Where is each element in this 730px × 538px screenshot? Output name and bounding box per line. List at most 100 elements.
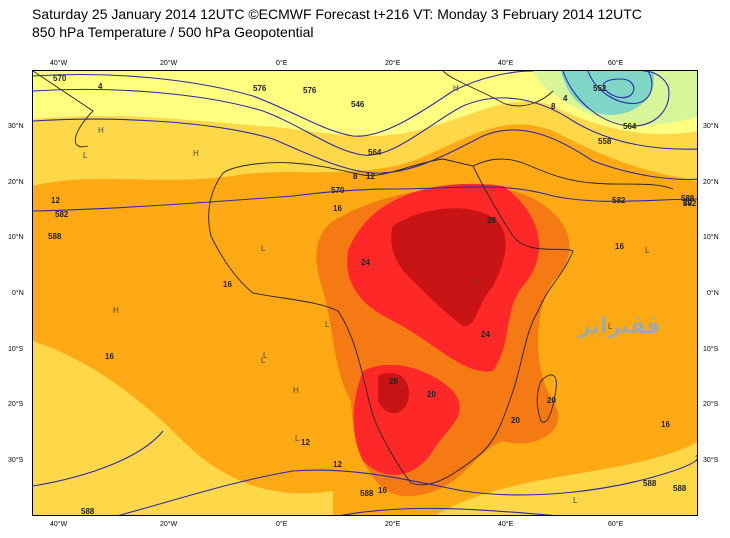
temperature-label: 12 xyxy=(333,460,342,469)
map-title: Saturday 25 January 2014 12UTC ©ECMWF Fo… xyxy=(32,6,642,22)
temperature-label: 28 xyxy=(389,377,398,386)
lon-label-bottom: 0°E xyxy=(276,521,288,528)
temperature-label: 16 xyxy=(378,486,387,495)
temperature-label: 20 xyxy=(547,396,556,405)
low-pressure-marker: L xyxy=(573,496,578,505)
lat-label-left: 10°S xyxy=(8,346,24,353)
temperature-label: 8 xyxy=(551,102,556,111)
lon-label-top: 20°W xyxy=(160,60,178,67)
geopotential-label: 582 xyxy=(55,210,69,219)
lon-label-bottom: 20°E xyxy=(385,521,401,528)
lat-label-left: 30°N xyxy=(8,123,24,130)
lat-label-right: 30°S xyxy=(703,457,719,464)
temperature-label: 16 xyxy=(333,204,342,213)
madagascar-coastline xyxy=(536,374,557,423)
temp-band-12-16-south xyxy=(33,341,333,515)
watermark-logo: ڤڤبرابر xyxy=(577,314,660,339)
lon-label-top: 20°E xyxy=(385,60,401,67)
contour-588-south-atlantic xyxy=(33,430,164,487)
high-pressure-marker: H xyxy=(453,84,459,93)
high-pressure-marker: H xyxy=(293,386,299,395)
temperature-label: 24 xyxy=(361,258,370,267)
low-pressure-marker: L xyxy=(325,320,330,329)
lat-label-right: 20°S xyxy=(703,401,719,408)
temperature-label: 12 xyxy=(51,196,60,205)
atlantic-coastline xyxy=(33,71,94,148)
lat-label-left: 10°N xyxy=(8,234,24,241)
lat-label-right: 20°N xyxy=(703,179,719,186)
temperature-label: 20 xyxy=(427,390,436,399)
contour-582 xyxy=(33,118,697,180)
mediterranean-coastline xyxy=(442,71,554,107)
low-pressure-marker: L xyxy=(645,246,650,255)
lon-label-bottom: 60°E xyxy=(608,521,624,528)
contour-558 xyxy=(587,71,653,104)
geopotential-label: 588 xyxy=(360,489,374,498)
lon-label-bottom: 40°W xyxy=(50,521,68,528)
temp-band-28-32-south xyxy=(378,372,409,414)
contour-564 xyxy=(562,71,670,127)
contour-570 xyxy=(33,71,534,137)
geopotential-label: 546 xyxy=(351,100,365,109)
low-pressure-marker: L xyxy=(261,244,266,253)
geopotential-label: 588 xyxy=(48,232,62,241)
temperature-label: 4 xyxy=(563,94,568,103)
temp-band-8-12 xyxy=(33,71,697,137)
lat-label-left: 0°N xyxy=(12,290,24,297)
lon-label-top: 40°W xyxy=(50,60,68,67)
geopotential-label: 582 xyxy=(612,196,626,205)
lat-label-left: 20°N xyxy=(8,179,24,186)
lat-label-right: 0°N xyxy=(707,290,719,297)
lat-label-left: 20°S xyxy=(8,401,24,408)
geopotential-label: 588 xyxy=(643,479,657,488)
low-pressure-marker: L xyxy=(83,151,88,160)
geopotential-label: 576 xyxy=(303,86,317,95)
temperature-label: 20 xyxy=(683,198,692,207)
low-pressure-marker: L xyxy=(263,351,268,360)
geopotential-label: 564 xyxy=(368,148,382,157)
temperature-label: 12 xyxy=(366,172,375,181)
geopotential-label: 588 xyxy=(673,484,687,493)
contour-552 xyxy=(602,78,635,99)
lon-label-top: 40°E xyxy=(498,60,514,67)
temperature-label: 4 xyxy=(98,82,103,91)
low-pressure-marker: L xyxy=(608,322,613,331)
lat-label-right: 10°N xyxy=(703,234,719,241)
high-pressure-marker: H xyxy=(193,149,199,158)
temperature-label: 20 xyxy=(511,416,520,425)
geopotential-label: 588 xyxy=(681,194,695,203)
temperature-label: 16 xyxy=(105,352,114,361)
lat-label-left: 30°S xyxy=(8,457,24,464)
temp-band-12-16-southeast xyxy=(436,442,697,515)
forecast-map: 570 576 546 552 558 564 570 582 582 588 … xyxy=(33,71,698,515)
geopotential-label: 564 xyxy=(623,122,637,131)
geopotential-label: 570 xyxy=(53,74,67,83)
temperature-label: 8 xyxy=(353,172,358,181)
geopotential-label: 558 xyxy=(598,137,612,146)
arabia-coastline xyxy=(472,158,674,190)
temperature-label: 24 xyxy=(481,330,490,339)
temperature-label: 28 xyxy=(487,216,496,225)
lon-label-bottom: 20°W xyxy=(160,521,178,528)
contour-576 xyxy=(33,88,697,156)
temperature-label: 12 xyxy=(301,438,310,447)
high-pressure-marker: H xyxy=(98,126,104,135)
high-pressure-marker: H xyxy=(113,306,119,315)
lon-label-top: 0°E xyxy=(276,60,288,67)
temperature-label: 16 xyxy=(615,242,624,251)
lon-label-bottom: 40°E xyxy=(498,521,514,528)
temp-band-28-32-north xyxy=(391,208,506,326)
geopotential-label: 552 xyxy=(593,84,607,93)
low-pressure-marker: L xyxy=(261,356,266,365)
low-pressure-marker: L xyxy=(295,434,300,443)
low-pressure-marker: L xyxy=(473,276,478,285)
map-panel: 570 576 546 552 558 564 570 582 582 588 … xyxy=(32,70,698,516)
lon-label-top: 60°E xyxy=(608,60,624,67)
geopotential-contours xyxy=(33,71,697,515)
geopotential-label: 582 xyxy=(683,199,697,208)
contour-588-south xyxy=(118,458,697,515)
lat-label-right: 30°N xyxy=(703,123,719,130)
lat-label-right: 10°S xyxy=(703,346,719,353)
temperature-label: 16 xyxy=(695,454,698,463)
geopotential-label: 576 xyxy=(253,84,267,93)
